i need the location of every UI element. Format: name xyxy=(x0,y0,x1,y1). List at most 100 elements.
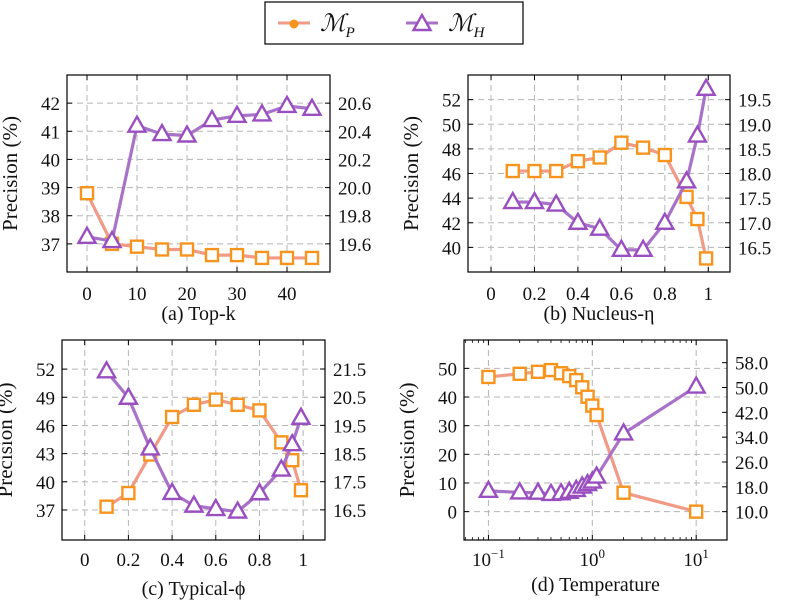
axes-frame xyxy=(467,74,731,273)
square-marker xyxy=(99,499,114,514)
axes-frame xyxy=(66,74,331,273)
y-tick-label: 40 xyxy=(442,238,461,259)
legend-label-name: ℳ xyxy=(448,11,477,37)
series-line xyxy=(86,104,313,243)
y2-tick-label: 34.0 xyxy=(735,428,768,449)
tick-exponent: 1 xyxy=(702,546,709,561)
square-marker xyxy=(79,185,95,201)
triangle-marker xyxy=(632,238,654,258)
legend-label: ℳH xyxy=(448,11,486,41)
y2-tick-label: 42.0 xyxy=(735,403,768,424)
x-tick-label: 0.2 xyxy=(117,550,141,571)
square-marker xyxy=(530,364,546,380)
triangle-marker xyxy=(117,386,139,405)
y-tick-label: 42 xyxy=(41,94,60,115)
y2-tick-label: 18.5 xyxy=(333,445,366,466)
y-axis-label: Precision (%) xyxy=(399,116,423,231)
y2-tick-label: 18.0 xyxy=(738,165,771,186)
x-tick-label: 0.6 xyxy=(610,284,634,305)
y2-tick-label: 19.0 xyxy=(738,115,771,136)
square-marker xyxy=(549,163,564,179)
axes-frame xyxy=(463,339,728,541)
square-marker xyxy=(164,409,180,425)
y-tick-label: 30 xyxy=(438,417,457,438)
y2-tick-label: 20.0 xyxy=(338,179,371,200)
y-tick-label: 40 xyxy=(438,388,457,409)
triangle-marker xyxy=(509,480,531,500)
y2-tick-label: 50.0 xyxy=(735,378,768,399)
square-marker xyxy=(592,150,607,165)
square-marker xyxy=(635,140,651,155)
tick-exponent: −1 xyxy=(491,546,505,561)
y-tick-label: 46 xyxy=(36,416,55,437)
y2-tick-label: 19.5 xyxy=(333,416,366,437)
y2-tick-label: 16.5 xyxy=(333,501,366,522)
triangle-marker xyxy=(685,375,707,394)
y-tick-label: 44 xyxy=(442,189,462,210)
x-tick-label: 1 xyxy=(704,284,714,305)
series-H xyxy=(477,375,707,502)
triangle-marker xyxy=(301,97,323,116)
square-marker xyxy=(304,250,320,266)
triangle-marker xyxy=(201,108,223,128)
y-tick-label: 10 xyxy=(438,474,457,495)
y2-tick-label: 18.0 xyxy=(735,478,768,499)
y-tick-label: 46 xyxy=(442,165,461,186)
square-marker xyxy=(657,147,673,163)
triangle-marker xyxy=(227,500,249,519)
square-marker xyxy=(186,397,202,412)
y-tick-label: 38 xyxy=(41,207,60,228)
x-tick-label: 10 xyxy=(128,284,147,305)
triangle-marker xyxy=(151,122,173,142)
x-tick-label: 1 xyxy=(298,550,308,571)
y-tick-label: 39 xyxy=(41,179,60,200)
x-tick-label: 100 xyxy=(580,546,606,571)
series-line xyxy=(105,370,303,514)
y-tick-label: 0 xyxy=(448,503,458,524)
square-marker xyxy=(505,163,520,179)
axes-frame xyxy=(61,339,326,541)
square-marker xyxy=(527,163,542,179)
tick-base: 10 xyxy=(683,550,702,571)
series-line xyxy=(512,88,708,252)
subplot-caption: (d) Temperature xyxy=(531,574,660,596)
y-tick-label: 20 xyxy=(438,445,457,466)
y2-tick-label: 16.5 xyxy=(738,238,771,259)
y2-tick-label: 19.5 xyxy=(738,91,771,112)
y-tick-label: 48 xyxy=(442,140,461,161)
triangle-marker xyxy=(161,481,183,501)
y-axis-label: Precision (%) xyxy=(0,116,22,231)
triangle-marker xyxy=(586,465,608,484)
square-marker xyxy=(121,485,136,501)
series-H xyxy=(96,359,312,519)
square-marker xyxy=(690,211,705,227)
y2-tick-label: 17.5 xyxy=(738,189,771,210)
square-marker xyxy=(698,251,714,266)
triangle-marker xyxy=(226,104,248,124)
y2-tick-label: 18.5 xyxy=(738,140,771,161)
triangle-marker xyxy=(411,12,433,32)
y2-tick-label: 17.0 xyxy=(738,214,771,235)
legend-entry-0: ℳP xyxy=(278,11,355,41)
x-tick-label: 30 xyxy=(228,284,247,305)
square-marker xyxy=(252,403,267,418)
y-axis-label: Precision (%) xyxy=(395,383,419,498)
triangle-marker xyxy=(527,481,549,500)
subplot-2: 0 0.2 0.4 0.6 0.8 1 37 40 43 46 49 52 16.5 17.5 18.5 19… xyxy=(0,339,366,600)
y-tick-label: 49 xyxy=(36,388,55,409)
square-marker xyxy=(129,239,145,254)
square-marker xyxy=(204,247,220,263)
y-tick-label: 42 xyxy=(442,214,461,235)
square-marker xyxy=(279,250,295,266)
square-marker xyxy=(589,407,604,423)
series-P xyxy=(79,185,320,266)
legend-label: ℳP xyxy=(320,11,355,41)
series-P xyxy=(505,135,714,266)
triangle-marker xyxy=(675,169,698,189)
legend: ℳP ℳH xyxy=(264,1,524,45)
x-tick-label: 101 xyxy=(683,546,709,571)
y-axis-label: Precision (%) xyxy=(0,383,17,498)
y-tick-label: 37 xyxy=(41,235,60,256)
x-tick-label: 0.4 xyxy=(160,550,184,571)
